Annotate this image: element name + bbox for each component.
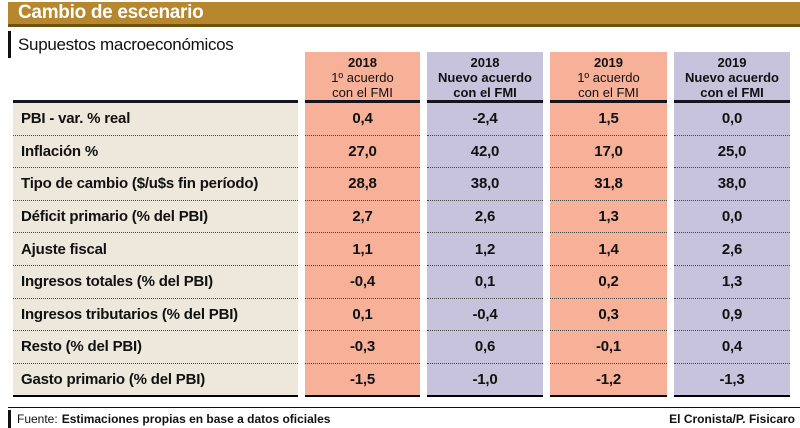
cell-value: 0,1 bbox=[305, 298, 420, 332]
cell-value: 0,6 bbox=[427, 331, 543, 364]
cell-value: 2,6 bbox=[674, 233, 790, 266]
cell-value: 1,5 bbox=[550, 103, 667, 136]
cell-value: -1,3 bbox=[674, 363, 790, 398]
cell-value: 1,1 bbox=[305, 233, 420, 266]
cell-value: 0,4 bbox=[305, 103, 420, 136]
column-header-2: 2018 Nuevo acuerdo con el FMI bbox=[427, 52, 543, 103]
credit-byline: El Cronista/P. Fisicaro bbox=[669, 412, 795, 426]
cell-value: -1,5 bbox=[305, 363, 420, 398]
cell-value: 31,8 bbox=[550, 168, 667, 201]
subtitle-tick-mark bbox=[8, 31, 11, 58]
cell-value: 0,2 bbox=[550, 265, 667, 299]
cell-value: 17,0 bbox=[550, 135, 667, 169]
column-subtitle-line: con el FMI bbox=[332, 85, 393, 100]
row-label: PBI - var. % real bbox=[13, 103, 298, 136]
cell-value: 38,0 bbox=[427, 168, 543, 201]
column-subtitle-line: Nuevo acuerdo bbox=[685, 70, 779, 85]
row-label: Tipo de cambio ($/u$s fin período) bbox=[13, 168, 298, 201]
row-label: Ingresos totales (% del PBI) bbox=[13, 265, 298, 299]
column-year: 2019 bbox=[594, 55, 623, 70]
column-header-4: 2019 Nuevo acuerdo con el FMI bbox=[674, 52, 790, 103]
row-label: Déficit primario (% del PBI) bbox=[13, 200, 298, 234]
row-label: Inflación % bbox=[13, 135, 298, 169]
row-label: Ingresos tributarios (% del PBI) bbox=[13, 298, 298, 332]
macro-assumptions-table: 2018 1º acuerdo con el FMI 2018 Nuevo acuerd… bbox=[13, 52, 790, 398]
cell-value: 28,8 bbox=[305, 168, 420, 201]
column-year: 2019 bbox=[717, 55, 747, 70]
source-text: Estimaciones propias en base a datos ofi… bbox=[61, 412, 331, 426]
column-header-spacer bbox=[13, 52, 298, 103]
column-subtitle-line: 1º acuerdo bbox=[331, 70, 394, 85]
row-label: Ajuste fiscal bbox=[13, 233, 298, 266]
footer-source: Fuente: Estimaciones propias en base a d… bbox=[8, 410, 330, 428]
cell-value: 0,0 bbox=[674, 103, 790, 136]
cell-value: 1,4 bbox=[550, 233, 667, 266]
cell-value: 0,4 bbox=[674, 331, 790, 364]
column-subtitle-line: Nuevo acuerdo bbox=[438, 70, 532, 85]
title-bar: Cambio de escenario bbox=[8, 2, 800, 27]
column-subtitle-line: con el FMI bbox=[453, 85, 517, 100]
cell-value: 0,3 bbox=[550, 298, 667, 332]
subtitle-row: Supuestos macroeconómicos bbox=[8, 31, 234, 58]
row-label: Resto (% del PBI) bbox=[13, 331, 298, 364]
row-label: Gasto primario (% del PBI) bbox=[13, 363, 298, 398]
column-subtitle-line: con el FMI bbox=[700, 85, 764, 100]
cell-value: 1,3 bbox=[674, 265, 790, 299]
cell-value: 0,9 bbox=[674, 298, 790, 332]
column-header-3: 2019 1º acuerdo con el FMI bbox=[550, 52, 667, 103]
cell-value: -1,2 bbox=[550, 363, 667, 398]
cell-value: 0,0 bbox=[674, 200, 790, 234]
page-title: Cambio de escenario bbox=[18, 2, 204, 23]
column-subtitle-line: con el FMI bbox=[578, 85, 639, 100]
cell-value: 2,7 bbox=[305, 200, 420, 234]
cell-value: -0,4 bbox=[427, 298, 543, 332]
footer-tick-mark bbox=[8, 410, 11, 428]
cell-value: 1,2 bbox=[427, 233, 543, 266]
cell-value: 1,3 bbox=[550, 200, 667, 234]
cell-value: -2,4 bbox=[427, 103, 543, 136]
cell-value: 0,1 bbox=[427, 265, 543, 299]
column-header-1: 2018 1º acuerdo con el FMI bbox=[305, 52, 420, 103]
cell-value: -1,0 bbox=[427, 363, 543, 398]
column-year: 2018 bbox=[348, 55, 377, 70]
cell-value: -0,4 bbox=[305, 265, 420, 299]
page-subtitle: Supuestos macroeconómicos bbox=[18, 34, 234, 54]
cell-value: -0,1 bbox=[550, 331, 667, 364]
cell-value: 42,0 bbox=[427, 135, 543, 169]
cell-value: 38,0 bbox=[674, 168, 790, 201]
footer-divider bbox=[8, 407, 800, 408]
cell-value: 25,0 bbox=[674, 135, 790, 169]
column-subtitle-line: 1º acuerdo bbox=[577, 70, 640, 85]
column-year: 2018 bbox=[470, 55, 500, 70]
source-label: Fuente: bbox=[17, 412, 58, 426]
cell-value: 2,6 bbox=[427, 200, 543, 234]
cell-value: 27,0 bbox=[305, 135, 420, 169]
cell-value: -0,3 bbox=[305, 331, 420, 364]
footer: Fuente: Estimaciones propias en base a d… bbox=[8, 410, 795, 428]
